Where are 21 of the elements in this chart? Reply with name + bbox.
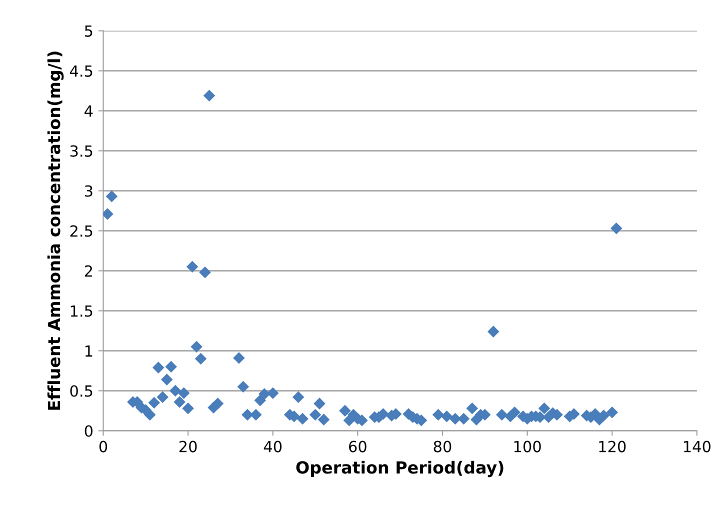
y-tick-label: 1.5 — [70, 305, 92, 317]
y-tick-label: 0 — [84, 425, 93, 437]
x-axis-title: Operation Period(day) — [296, 460, 504, 478]
x-tick-label: 80 — [434, 440, 452, 452]
x-tick-label: 140 — [684, 440, 710, 452]
y-tick-label: 2.5 — [70, 225, 92, 237]
y-tick-label: 0.5 — [70, 385, 92, 397]
x-tick-label: 100 — [514, 440, 541, 452]
x-tick-label: 0 — [99, 440, 108, 452]
y-tick-label: 3 — [84, 185, 92, 197]
y-tick-label: 2 — [84, 265, 92, 277]
x-tick-label: 120 — [599, 440, 626, 452]
y-tick-label: 1 — [85, 345, 92, 357]
y-axis-title: Effluent Ammonia concentration(mg/l) — [47, 52, 64, 410]
x-tick-label: 20 — [179, 440, 197, 452]
y-tick-label: 4.5 — [70, 65, 92, 77]
y-tick-label: 5 — [84, 25, 92, 37]
x-tick-label: 60 — [349, 440, 366, 452]
y-tick-label: 3.5 — [70, 145, 92, 157]
y-tick-label: 4 — [84, 105, 93, 117]
x-tick-label: 40 — [264, 440, 282, 452]
